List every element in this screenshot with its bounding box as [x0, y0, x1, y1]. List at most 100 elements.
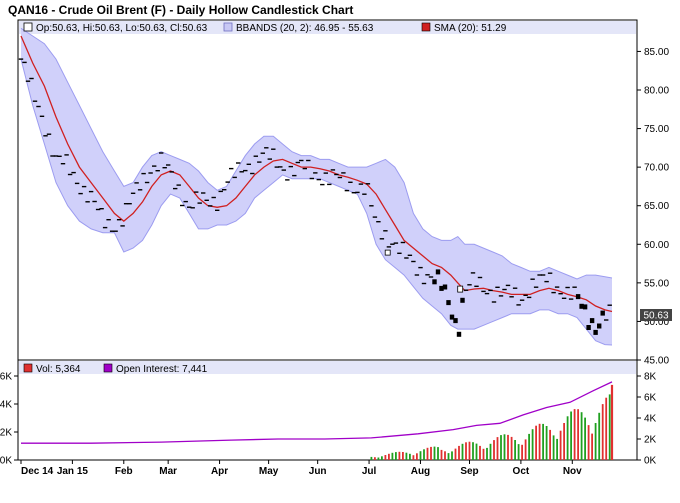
candle — [407, 254, 413, 256]
volume-bar — [594, 423, 597, 460]
volume-bar — [514, 440, 516, 460]
candle — [201, 192, 206, 194]
candle — [306, 159, 311, 162]
candle — [544, 280, 549, 283]
open-interest-line-group — [21, 381, 613, 444]
legend-ohlc: Op:50.63, Hi:50.63, Lo:50.63, Cl:50.63 — [36, 23, 208, 34]
candle — [323, 172, 328, 174]
candle — [285, 179, 290, 181]
candle-hollow — [457, 285, 464, 293]
volume-bar — [465, 442, 467, 460]
oi-tick-label: 4K — [644, 414, 657, 425]
legend-sma: SMA (20): 51.29 — [434, 23, 507, 34]
candle — [222, 189, 227, 191]
volume-bar — [409, 453, 411, 460]
candle — [376, 221, 381, 223]
candle — [519, 299, 525, 301]
candle — [74, 182, 80, 185]
volume-bar — [416, 453, 418, 460]
candle — [50, 155, 55, 157]
volume-bar — [524, 439, 527, 460]
sma-line-group — [20, 35, 613, 313]
candle — [278, 166, 283, 168]
volume-bar — [507, 434, 509, 460]
candle — [572, 286, 577, 288]
oi-axis-right: 0K 2K 4K 6K 8K — [637, 372, 657, 467]
legend-oi-swatch — [103, 363, 113, 373]
volume-bar — [437, 447, 439, 460]
candle — [495, 286, 500, 288]
candle — [148, 172, 153, 174]
candle — [116, 219, 122, 221]
candle — [267, 158, 272, 160]
candle — [260, 152, 265, 154]
volume-bar — [510, 436, 513, 460]
candle — [477, 276, 483, 279]
candle-hollow — [384, 249, 391, 256]
candle — [176, 184, 181, 186]
candle — [239, 171, 244, 173]
volume-bar — [419, 451, 422, 460]
legend-bbands: BBANDS (20, 2): 46.95 - 55.63 — [236, 23, 374, 34]
candle — [498, 295, 504, 297]
volume-bar — [388, 453, 390, 460]
candle — [358, 183, 364, 185]
volume-panel-frame — [17, 359, 638, 461]
open-interest-line — [21, 381, 613, 444]
candle — [166, 164, 171, 166]
candle — [604, 319, 609, 321]
candle — [526, 296, 532, 299]
volume-bar — [370, 456, 373, 460]
candle — [229, 167, 234, 170]
volume-bar — [598, 412, 601, 460]
candle — [369, 205, 374, 207]
candle — [211, 196, 216, 199]
candle — [109, 230, 115, 232]
candle — [155, 170, 160, 172]
candle — [600, 310, 605, 316]
candle — [236, 162, 241, 164]
band-lower-line — [20, 58, 613, 346]
volume-bar — [587, 425, 590, 460]
candle — [43, 135, 48, 137]
oi-tick-label: 6K — [644, 393, 657, 404]
candle — [32, 100, 38, 102]
volume-bar — [538, 423, 541, 460]
volume-bar — [556, 438, 558, 460]
candle — [365, 183, 371, 185]
x-tick-label: Nov — [563, 466, 582, 477]
candle — [425, 274, 430, 276]
candle — [120, 225, 125, 227]
candle — [428, 276, 434, 278]
candle — [99, 208, 104, 210]
volume-bar — [500, 435, 502, 460]
candle — [53, 155, 59, 157]
candles — [18, 58, 612, 337]
price-tick-label: 65.00 — [644, 201, 669, 212]
candle — [334, 173, 339, 176]
volume-bar — [563, 423, 565, 460]
candle — [309, 177, 314, 180]
candle — [152, 165, 157, 167]
price-tick-label: 50.00 — [644, 317, 669, 328]
last-price-label: 50.63 — [643, 311, 668, 322]
candle — [442, 284, 448, 290]
candle — [383, 230, 388, 232]
candle — [22, 61, 27, 64]
candle — [533, 286, 539, 288]
volume-bar — [395, 452, 397, 460]
candle — [565, 286, 570, 289]
volume-bar — [468, 441, 471, 460]
candle — [313, 172, 318, 174]
candle — [446, 300, 451, 306]
candle — [232, 176, 237, 179]
candle — [127, 203, 132, 205]
candle — [64, 154, 69, 156]
volume-bar — [552, 435, 555, 460]
price-tick-label: 45.00 — [644, 356, 669, 367]
candle — [106, 219, 111, 221]
sma-line — [20, 35, 613, 313]
x-tick-label: Jan 15 — [57, 466, 89, 477]
price-tick-label: 70.00 — [644, 163, 669, 174]
